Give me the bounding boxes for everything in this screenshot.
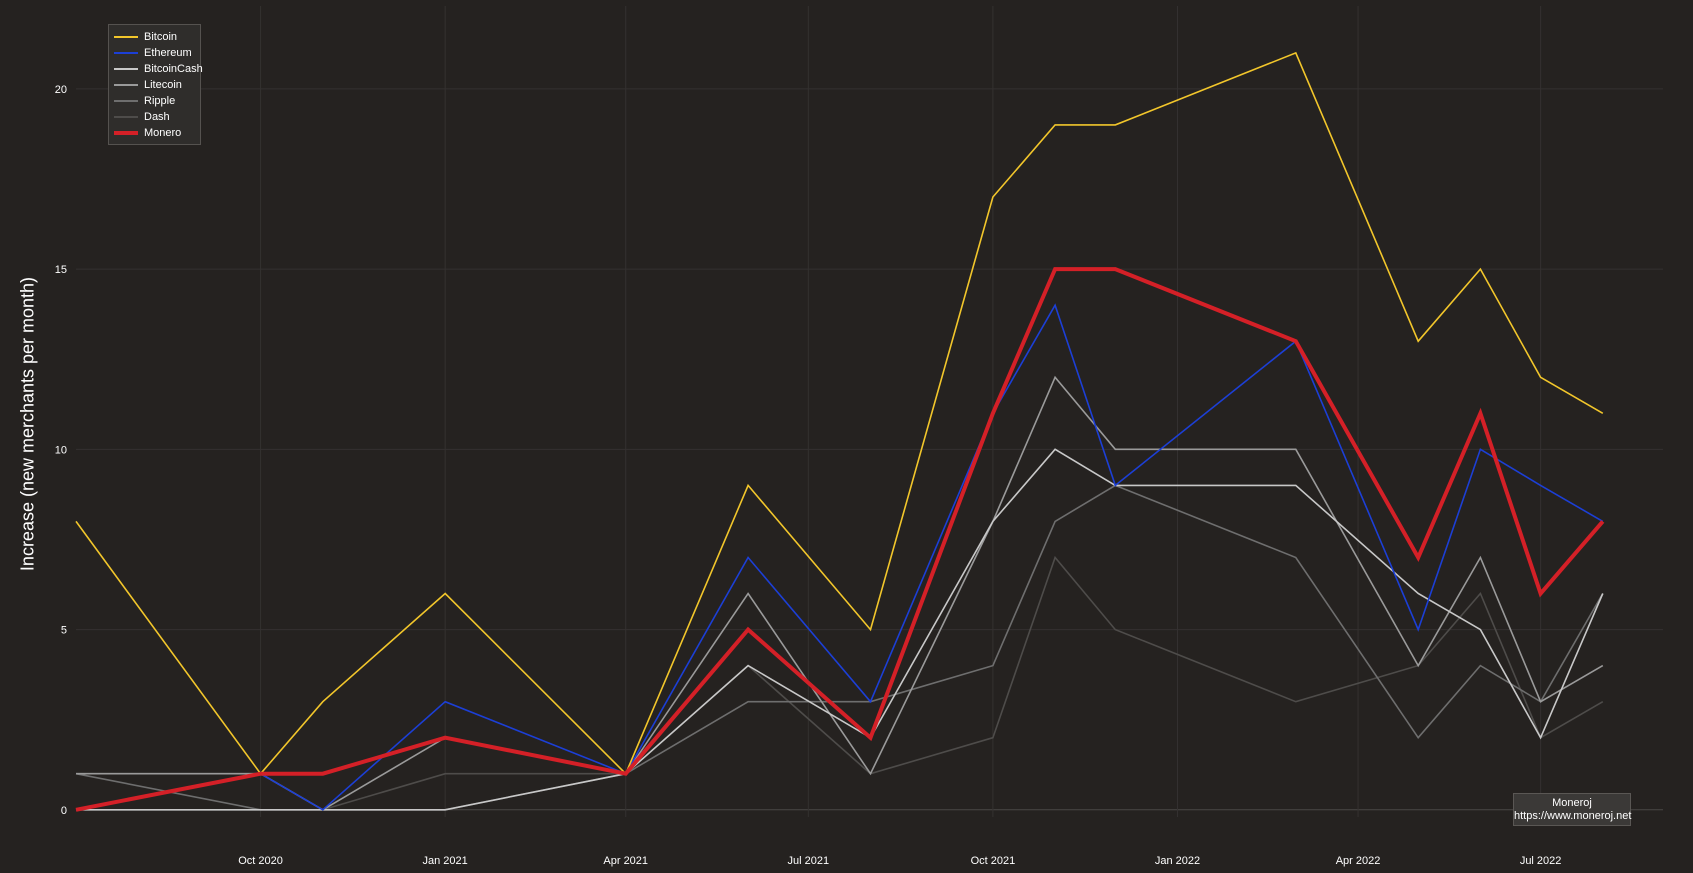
y-axis-ticks: 0 5 10 15 20 xyxy=(55,84,67,817)
x-tick-label: Oct 2020 xyxy=(238,855,283,867)
legend-item-dash: Dash xyxy=(114,109,170,125)
series-line-monero xyxy=(75,267,1605,812)
legend-label: BitcoinCash xyxy=(144,63,203,75)
x-tick-label: Jul 2022 xyxy=(1520,855,1562,867)
legend-item-bitcoin: Bitcoin xyxy=(114,29,177,45)
legend-swatch xyxy=(114,116,138,118)
legend-swatch xyxy=(114,36,138,38)
y-tick-label: 20 xyxy=(55,84,67,96)
series-line-bitcoin xyxy=(75,51,1604,776)
x-tick-label: Jul 2021 xyxy=(788,855,830,867)
y-tick-label: 0 xyxy=(61,805,67,817)
x-axis-ticks: Oct 2020 Jan 2021 Apr 2021 Jul 2021 Oct 2021… xyxy=(238,855,1561,867)
series-lines xyxy=(75,51,1605,812)
legend-label: Dash xyxy=(144,111,170,123)
y-axis-label: Increase (new merchants per month) xyxy=(17,276,38,572)
legend-item-ethereum: Ethereum xyxy=(114,45,192,61)
grid-lines xyxy=(76,6,1663,817)
series-line-bitcoincash xyxy=(76,448,1604,811)
legend-label: Ethereum xyxy=(144,47,192,59)
legend-item-bitcoincash: BitcoinCash xyxy=(114,61,203,77)
x-tick-label: Oct 2021 xyxy=(971,855,1016,867)
y-tick-label: 5 xyxy=(61,625,67,637)
y-tick-label: 10 xyxy=(55,444,67,456)
legend-item-ripple: Ripple xyxy=(114,93,175,109)
x-tick-label: Apr 2021 xyxy=(603,855,648,867)
series-line-ethereum xyxy=(75,303,1604,811)
x-tick-label: Jan 2022 xyxy=(1155,855,1200,867)
legend-label: Bitcoin xyxy=(144,31,178,43)
legend-item-litecoin: Litecoin xyxy=(114,77,182,93)
legend-item-monero: Monero xyxy=(114,125,181,141)
legend-label: Ripple xyxy=(144,95,176,107)
legend-swatch xyxy=(114,68,138,70)
chart-legend: Bitcoin Ethereum BitcoinCash Litecoin Ripple… xyxy=(108,24,203,145)
legend-swatch xyxy=(114,84,138,86)
y-tick-label: 15 xyxy=(55,264,67,276)
x-tick-label: Jan 2021 xyxy=(423,855,468,867)
legend-swatch xyxy=(114,131,138,135)
credit-name: Moneroj xyxy=(1552,797,1592,809)
legend-swatch xyxy=(114,100,138,102)
legend-swatch xyxy=(114,52,138,54)
legend-label: Monero xyxy=(144,127,182,139)
credit-url: https://www.moneroj.net xyxy=(1514,810,1632,822)
x-tick-label: Apr 2022 xyxy=(1336,855,1381,867)
credit-box: Moneroj https://www.moneroj.net xyxy=(1513,793,1631,826)
legend-label: Litecoin xyxy=(144,79,182,91)
series-line-ripple xyxy=(75,484,1604,811)
